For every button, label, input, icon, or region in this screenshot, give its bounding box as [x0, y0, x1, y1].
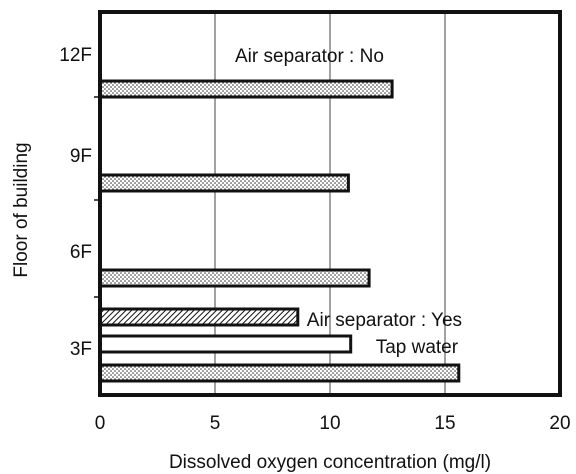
- bars: [98, 79, 461, 383]
- bar: [98, 334, 353, 354]
- bar: [98, 79, 394, 99]
- bar: [98, 173, 350, 193]
- bar: [98, 268, 371, 288]
- x-tick-label: 10: [319, 413, 340, 434]
- x-tick-label: 5: [210, 413, 221, 434]
- x-tick-label: 20: [549, 413, 570, 434]
- annotation: Air separator : Yes: [307, 310, 462, 331]
- x-tick-label: 15: [434, 413, 455, 434]
- y-tick-label: 6F: [70, 242, 92, 263]
- y-axis-label: Floor of building: [11, 142, 32, 277]
- plot-frame: [98, 10, 562, 397]
- bar: [98, 307, 300, 327]
- y-tick-label: 3F: [70, 339, 92, 360]
- x-tick-label: 0: [95, 413, 106, 434]
- y-tick-label: 12F: [59, 45, 92, 66]
- annotation: Air separator : No: [235, 46, 384, 67]
- bar: [98, 363, 461, 383]
- annotation: Tap water: [376, 337, 459, 358]
- y-tick-label: 9F: [70, 146, 92, 167]
- x-axis-label: Dissolved oxygen concentration (mg/l): [169, 452, 491, 473]
